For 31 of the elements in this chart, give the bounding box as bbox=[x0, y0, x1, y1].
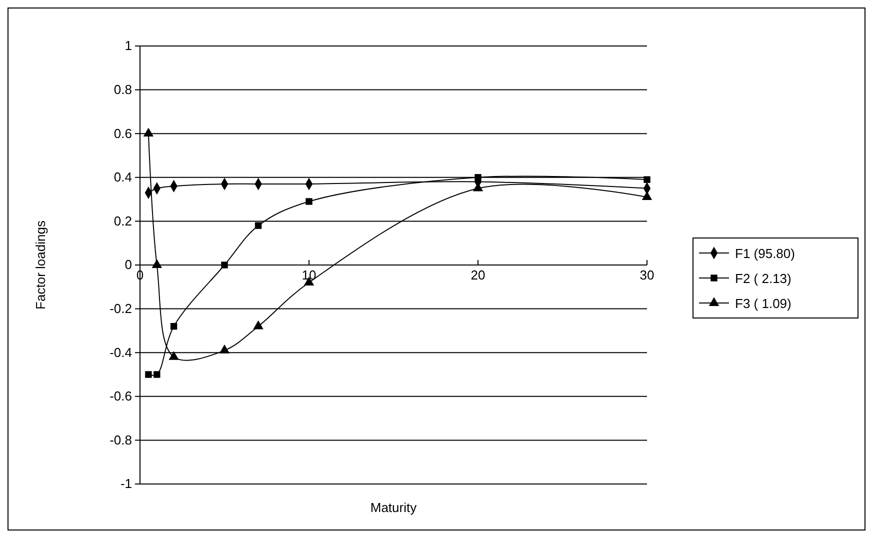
x-axis-title: Maturity bbox=[370, 500, 418, 515]
point bbox=[152, 259, 162, 268]
legend-label: F2 ( 2.13) bbox=[735, 271, 792, 286]
x-tick-label: 10 bbox=[302, 268, 316, 283]
point bbox=[168, 351, 179, 360]
y-tick-label: 0 bbox=[124, 257, 132, 272]
legend-label: F1 (95.80) bbox=[735, 246, 795, 261]
point bbox=[154, 371, 160, 378]
point bbox=[253, 320, 264, 330]
y-tick-label: 0.4 bbox=[114, 170, 132, 185]
point bbox=[219, 344, 230, 354]
point bbox=[145, 371, 152, 378]
y-tick-label: -0.2 bbox=[110, 300, 132, 316]
point bbox=[170, 322, 178, 330]
legend-label: F3 ( 1.09) bbox=[735, 296, 792, 311]
y-tick-label: 0.8 bbox=[114, 82, 132, 97]
y-tick-label: 1 bbox=[124, 38, 132, 54]
point bbox=[143, 128, 154, 137]
point bbox=[221, 262, 228, 268]
y-tick-label: -1 bbox=[120, 476, 132, 492]
point bbox=[306, 198, 312, 205]
y-tick-label: -0.6 bbox=[110, 388, 132, 404]
x-tick-label: 30 bbox=[640, 268, 654, 283]
point bbox=[254, 222, 262, 229]
y-tick-label: -0.8 bbox=[110, 432, 132, 448]
y-tick-label: 0.6 bbox=[114, 126, 132, 141]
x-tick-label: 20 bbox=[470, 268, 486, 283]
y-tick-label: -0.4 bbox=[110, 344, 132, 360]
point bbox=[644, 176, 650, 183]
y-axis-title: Factor loadings bbox=[33, 220, 48, 310]
y-tick-label: 0.2 bbox=[114, 213, 132, 228]
